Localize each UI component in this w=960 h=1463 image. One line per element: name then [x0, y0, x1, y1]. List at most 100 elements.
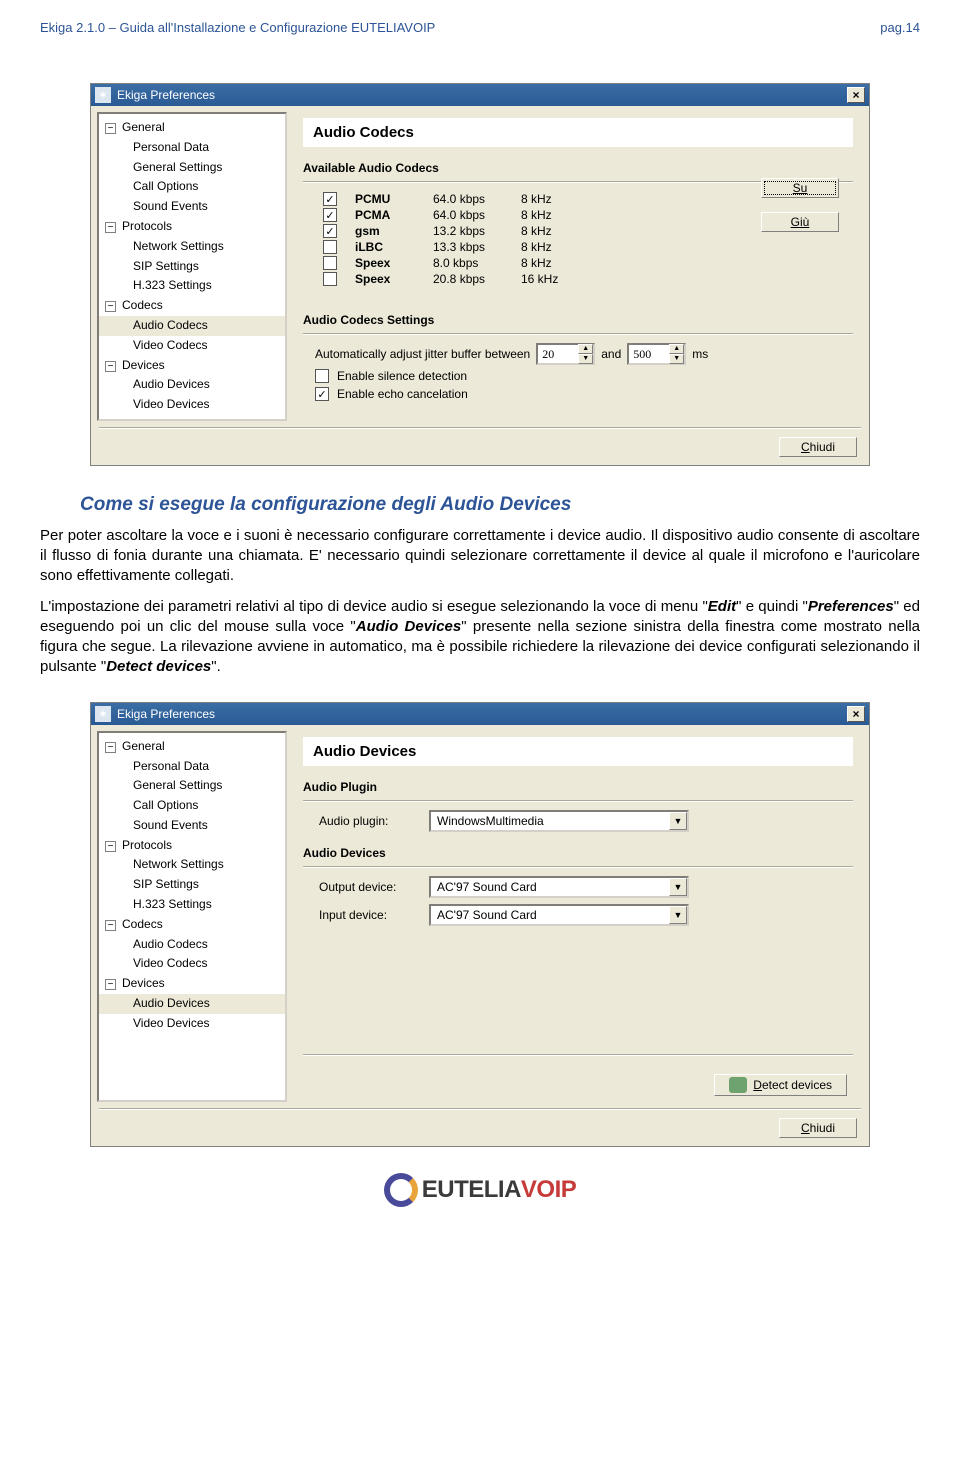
spin-up-icon[interactable]: ▲	[669, 344, 684, 354]
jitter-min-input[interactable]	[538, 347, 578, 362]
tree-item[interactable]: Audio Devices	[99, 375, 285, 395]
content-pane: Audio Devices Audio Plugin Audio plugin:…	[293, 731, 863, 1102]
spin-down-icon[interactable]: ▼	[669, 354, 684, 364]
preferences-window-codecs: ✶ Ekiga Preferences × −General Personal D…	[90, 83, 870, 466]
codec-row[interactable]: Speex8.0 kbps8 kHz	[303, 255, 853, 271]
silence-checkbox-row[interactable]: Enable silence detection	[303, 369, 853, 383]
window-title: Ekiga Preferences	[117, 88, 847, 102]
tree-toggle-icon[interactable]: −	[105, 123, 116, 134]
paragraph-2: L'impostazione dei parametri relativi al…	[40, 597, 920, 678]
tree-group[interactable]: −Devices	[99, 356, 285, 376]
tree-label: Network Settings	[133, 239, 224, 253]
tree-item[interactable]: Video Codecs	[99, 954, 285, 974]
checkbox-icon[interactable]	[323, 240, 337, 254]
codec-rate: 8.0 kbps	[433, 256, 503, 270]
move-up-button[interactable]: Su	[761, 178, 839, 198]
tree-item[interactable]: Sound Events	[99, 197, 285, 217]
codec-row[interactable]: Speex20.8 kbps16 kHz	[303, 271, 853, 287]
jitter-min-spinner[interactable]: ▲▼	[536, 343, 595, 365]
jitter-max-spinner[interactable]: ▲▼	[627, 343, 686, 365]
close-button[interactable]: Chiudi	[779, 437, 857, 457]
dropdown-arrow-icon[interactable]: ▼	[669, 878, 687, 896]
nav-tree[interactable]: −GeneralPersonal DataGeneral SettingsCal…	[97, 731, 287, 1102]
tree-item[interactable]: Video Devices	[99, 1014, 285, 1034]
tree-group[interactable]: −Codecs	[99, 915, 285, 935]
tree-label: Personal Data	[133, 140, 209, 154]
tree-item[interactable]: Audio Codecs	[99, 316, 285, 336]
close-icon[interactable]: ×	[847, 87, 865, 103]
titlebar[interactable]: ✶ Ekiga Preferences ×	[91, 84, 869, 106]
tree-label: H.323 Settings	[133, 278, 212, 292]
dropdown-arrow-icon[interactable]: ▼	[669, 812, 687, 830]
tree-item[interactable]: Call Options	[99, 177, 285, 197]
tree-label: Audio Devices	[133, 377, 210, 391]
spin-up-icon[interactable]: ▲	[578, 344, 593, 354]
tree-item[interactable]: Sound Events	[99, 816, 285, 836]
checkbox-icon[interactable]	[323, 272, 337, 286]
tree-item[interactable]: H.323 Settings	[99, 276, 285, 296]
checkbox-icon[interactable]: ✓	[323, 224, 337, 238]
app-icon: ✶	[95, 706, 111, 722]
nav-tree[interactable]: −General Personal Data General Settings Cal…	[97, 112, 287, 421]
tree-item[interactable]: Network Settings	[99, 855, 285, 875]
tree-toggle-icon[interactable]: −	[105, 742, 116, 753]
tree-toggle-icon[interactable]: −	[105, 301, 116, 312]
group-devices: Audio Devices	[303, 846, 853, 860]
tree-label: General Settings	[133, 160, 222, 174]
dropdown-arrow-icon[interactable]: ▼	[669, 906, 687, 924]
codec-name: iLBC	[355, 240, 415, 254]
tree-group[interactable]: −Codecs	[99, 296, 285, 316]
tree-item[interactable]: Call Options	[99, 796, 285, 816]
checkbox-icon[interactable]: ✓	[323, 192, 337, 206]
tree-label: Devices	[122, 976, 165, 990]
input-combo[interactable]: AC'97 Sound Card ▼	[429, 904, 689, 926]
tree-item[interactable]: Personal Data	[99, 138, 285, 158]
tree-item[interactable]: General Settings	[99, 776, 285, 796]
tree-label: Video Codecs	[133, 338, 208, 352]
tree-group[interactable]: −Protocols	[99, 217, 285, 237]
tree-item[interactable]: H.323 Settings	[99, 895, 285, 915]
plugin-combo[interactable]: WindowsMultimedia ▼	[429, 810, 689, 832]
tree-item[interactable]: SIP Settings	[99, 875, 285, 895]
tree-label: Sound Events	[133, 199, 208, 213]
tree-group[interactable]: −Protocols	[99, 836, 285, 856]
close-button[interactable]: Chiudi	[779, 1118, 857, 1138]
tree-toggle-icon[interactable]: −	[105, 361, 116, 372]
app-icon: ✶	[95, 87, 111, 103]
checkbox-icon[interactable]	[315, 369, 329, 383]
tree-item[interactable]: Video Codecs	[99, 336, 285, 356]
checkbox-icon[interactable]	[323, 256, 337, 270]
tree-toggle-icon[interactable]: −	[105, 979, 116, 990]
checkbox-icon[interactable]: ✓	[323, 208, 337, 222]
checkbox-icon[interactable]: ✓	[315, 387, 329, 401]
tree-toggle-icon[interactable]: −	[105, 841, 116, 852]
tree-item[interactable]: SIP Settings	[99, 257, 285, 277]
page-title: Audio Devices	[303, 737, 853, 766]
tree-item[interactable]: General Settings	[99, 158, 285, 178]
separator	[303, 800, 853, 802]
output-row: Output device: AC'97 Sound Card ▼	[303, 876, 853, 898]
tree-label: Devices	[122, 358, 165, 372]
tree-group[interactable]: −General	[99, 118, 285, 138]
tree-toggle-icon[interactable]: −	[105, 222, 116, 233]
tree-item[interactable]: Personal Data	[99, 757, 285, 777]
tree-item[interactable]: Audio Codecs	[99, 935, 285, 955]
codec-row[interactable]: iLBC13.3 kbps8 kHz	[303, 239, 853, 255]
titlebar[interactable]: ✶ Ekiga Preferences ×	[91, 703, 869, 725]
echo-checkbox-row[interactable]: ✓ Enable echo cancelation	[303, 387, 853, 401]
tree-group[interactable]: −Devices	[99, 974, 285, 994]
spin-down-icon[interactable]: ▼	[578, 354, 593, 364]
output-combo[interactable]: AC'97 Sound Card ▼	[429, 876, 689, 898]
jitter-max-input[interactable]	[629, 347, 669, 362]
tree-item[interactable]: Network Settings	[99, 237, 285, 257]
tree-group[interactable]: −General	[99, 737, 285, 757]
tree-toggle-icon[interactable]: −	[105, 920, 116, 931]
input-value: AC'97 Sound Card	[431, 908, 669, 922]
close-icon[interactable]: ×	[847, 706, 865, 722]
tree-item[interactable]: Video Devices	[99, 395, 285, 415]
move-down-button[interactable]: Giù	[761, 212, 839, 232]
tree-item[interactable]: Audio Devices	[99, 994, 285, 1014]
detect-devices-button[interactable]: Detect devices	[714, 1074, 847, 1096]
preferences-window-devices: ✶ Ekiga Preferences × −GeneralPersonal D…	[90, 702, 870, 1147]
output-value: AC'97 Sound Card	[431, 880, 669, 894]
